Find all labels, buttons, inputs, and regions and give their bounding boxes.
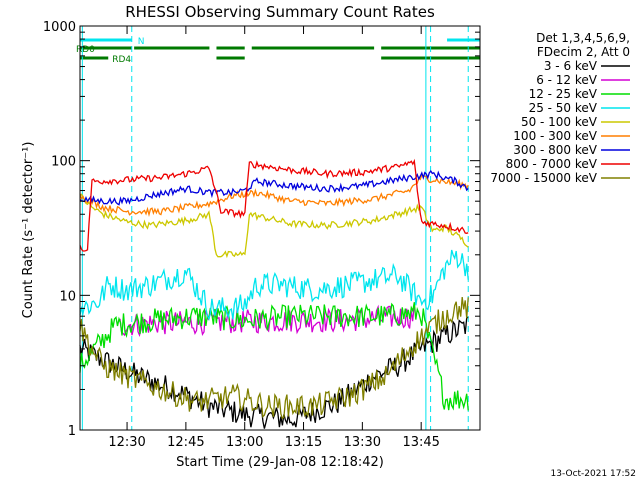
legend-header-line: FDecim 2, Att 0 bbox=[537, 45, 630, 59]
legend-label: 3 - 6 keV bbox=[544, 59, 598, 73]
legend-header-line: Det 1,3,4,5,6,9, bbox=[536, 31, 630, 45]
x-tick-label: 13:15 bbox=[285, 435, 322, 450]
series-line-6 bbox=[79, 170, 469, 206]
series-line-0 bbox=[79, 316, 469, 429]
axes-layer: 12:30 12:45 13:00 13:15 13:30 13:45 1 10 100 1000 bbox=[43, 20, 481, 450]
x-axis-label: Start Time (29-Jan-08 12:18:42) bbox=[176, 455, 384, 470]
legend-label: 7000 - 15000 keV bbox=[490, 171, 597, 185]
series-line-4 bbox=[79, 193, 469, 259]
x-tick-label: 13:45 bbox=[402, 435, 439, 450]
flags-layer: N RD0 RD4 bbox=[76, 26, 480, 430]
legend-label: 100 - 300 keV bbox=[513, 129, 597, 143]
flag-label: RD0 bbox=[76, 45, 95, 55]
y-tick-label: 10 bbox=[59, 289, 76, 304]
flag-label: RD4 bbox=[112, 55, 131, 65]
series-line-5 bbox=[79, 173, 469, 217]
series-line-8 bbox=[79, 297, 469, 420]
x-tick-label: 12:30 bbox=[108, 435, 145, 450]
series-layer bbox=[79, 158, 469, 429]
legend-label: 12 - 25 keV bbox=[529, 87, 598, 101]
legend-label: 25 - 50 keV bbox=[529, 101, 598, 115]
legend-label: 6 - 12 keV bbox=[536, 73, 598, 87]
x-tick-label: 13:30 bbox=[344, 435, 381, 450]
flag-label: N bbox=[138, 37, 145, 47]
legend-label: 800 - 7000 keV bbox=[506, 157, 598, 171]
x-tick-label: 13:00 bbox=[226, 435, 263, 450]
series-line-7 bbox=[79, 158, 469, 252]
series-line-3 bbox=[79, 249, 469, 322]
x-tick-label: 12:45 bbox=[167, 435, 204, 450]
legend-label: 50 - 100 keV bbox=[521, 115, 598, 129]
y-tick-label: 1 bbox=[68, 424, 76, 439]
legend-label: 300 - 800 keV bbox=[513, 143, 597, 157]
footer-date: 13-Oct-2021 17:52 bbox=[551, 469, 636, 479]
y-tick-label: 1000 bbox=[43, 20, 76, 35]
series-line-2 bbox=[79, 302, 469, 411]
y-tick-label: 100 bbox=[51, 155, 76, 170]
y-axis-label: Count Rate (s⁻¹ detector⁻¹) bbox=[21, 142, 36, 319]
plot-frame bbox=[79, 25, 481, 431]
chart-title: RHESSI Observing Summary Count Rates bbox=[125, 3, 435, 21]
